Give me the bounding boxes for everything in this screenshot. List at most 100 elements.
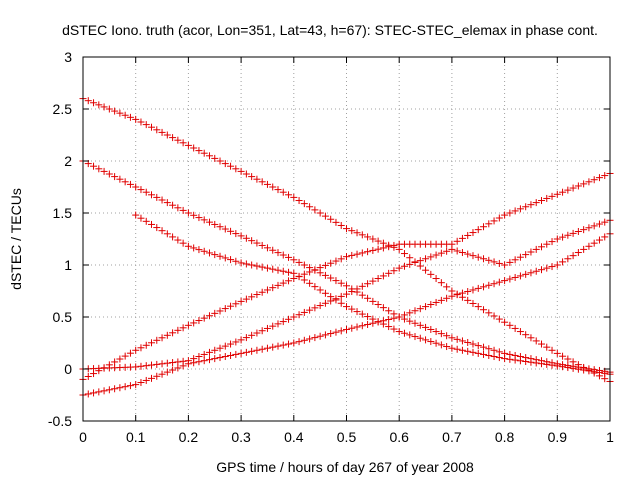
data-point [321,271,329,279]
data-point [506,209,514,217]
data-point [211,154,219,162]
data-point [116,175,124,183]
data-point [205,218,213,226]
data-point [474,284,482,292]
data-point [279,318,287,326]
data-point [163,199,171,207]
data-point [274,249,282,257]
data-point [595,174,603,182]
data-point [469,286,477,294]
data-point [232,338,240,346]
data-point [111,173,119,181]
data-point [400,311,408,319]
data-point [448,334,456,342]
x-tick-label: 0.6 [389,429,409,445]
data-point [227,351,235,359]
data-point [406,331,414,339]
data-point [200,357,208,365]
data-point [532,199,540,207]
data-point [216,223,224,231]
data-point [169,366,177,374]
data-point [537,360,545,368]
data-point [348,288,356,296]
data-point [385,307,393,315]
data-point [411,307,419,315]
data-point [274,342,282,350]
data-point [432,298,440,306]
data-point [211,346,219,354]
data-point [258,327,266,335]
data-point [148,361,156,369]
data-point [532,337,540,345]
data-point [300,308,308,316]
data-point [485,220,493,228]
data-point [474,342,482,350]
data-point [506,275,514,283]
x-tick-label: 0.8 [495,429,515,445]
y-tick-label: 1 [64,257,72,273]
data-point [443,343,451,351]
data-point [242,334,250,342]
data-point [411,259,419,267]
data-point [527,358,535,366]
data-point [263,324,271,332]
data-point [227,302,235,310]
data-point [163,131,171,139]
data-point [585,178,593,186]
data-point [269,246,277,254]
data-point [248,173,256,181]
data-point [601,218,609,226]
data-point [248,261,256,269]
data-point [332,295,340,303]
data-point [353,308,361,316]
data-point [569,184,577,192]
data-point [300,336,308,344]
data-point [163,331,171,339]
data-point [142,188,150,196]
data-point [179,239,187,247]
data-point [490,280,498,288]
data-point [474,226,482,234]
data-point [216,307,224,315]
data-point [195,214,203,222]
data-point [295,272,303,280]
data-point [527,334,535,342]
data-point [358,249,366,257]
data-point [321,331,329,339]
data-point [364,233,372,241]
data-point [132,115,140,123]
data-point [548,238,556,246]
data-point [516,328,524,336]
data-point [564,231,572,239]
data-point [200,350,208,358]
data-point [121,352,129,360]
data-point [274,281,282,289]
data-point [263,264,271,272]
data-point [590,368,598,376]
data-point [242,170,250,178]
data-point [553,362,561,370]
data-point [580,245,588,253]
data-point [237,259,245,267]
data-point [374,245,382,253]
data-point [495,259,503,267]
data-point [400,329,408,337]
data-point [443,283,451,291]
data-point [184,242,192,250]
data-point [242,348,250,356]
data-point [516,205,524,213]
data-point [248,347,256,355]
data-point [190,144,198,152]
data-point [179,324,187,332]
data-point [95,165,103,173]
data-point [332,257,340,265]
data-point [358,322,366,330]
data-point [137,344,145,352]
data-point [258,345,266,353]
data-point [242,260,250,268]
data-point [353,323,361,331]
data-point [232,230,240,238]
data-point [174,364,182,372]
data-point [580,366,588,374]
data-point [406,309,414,317]
